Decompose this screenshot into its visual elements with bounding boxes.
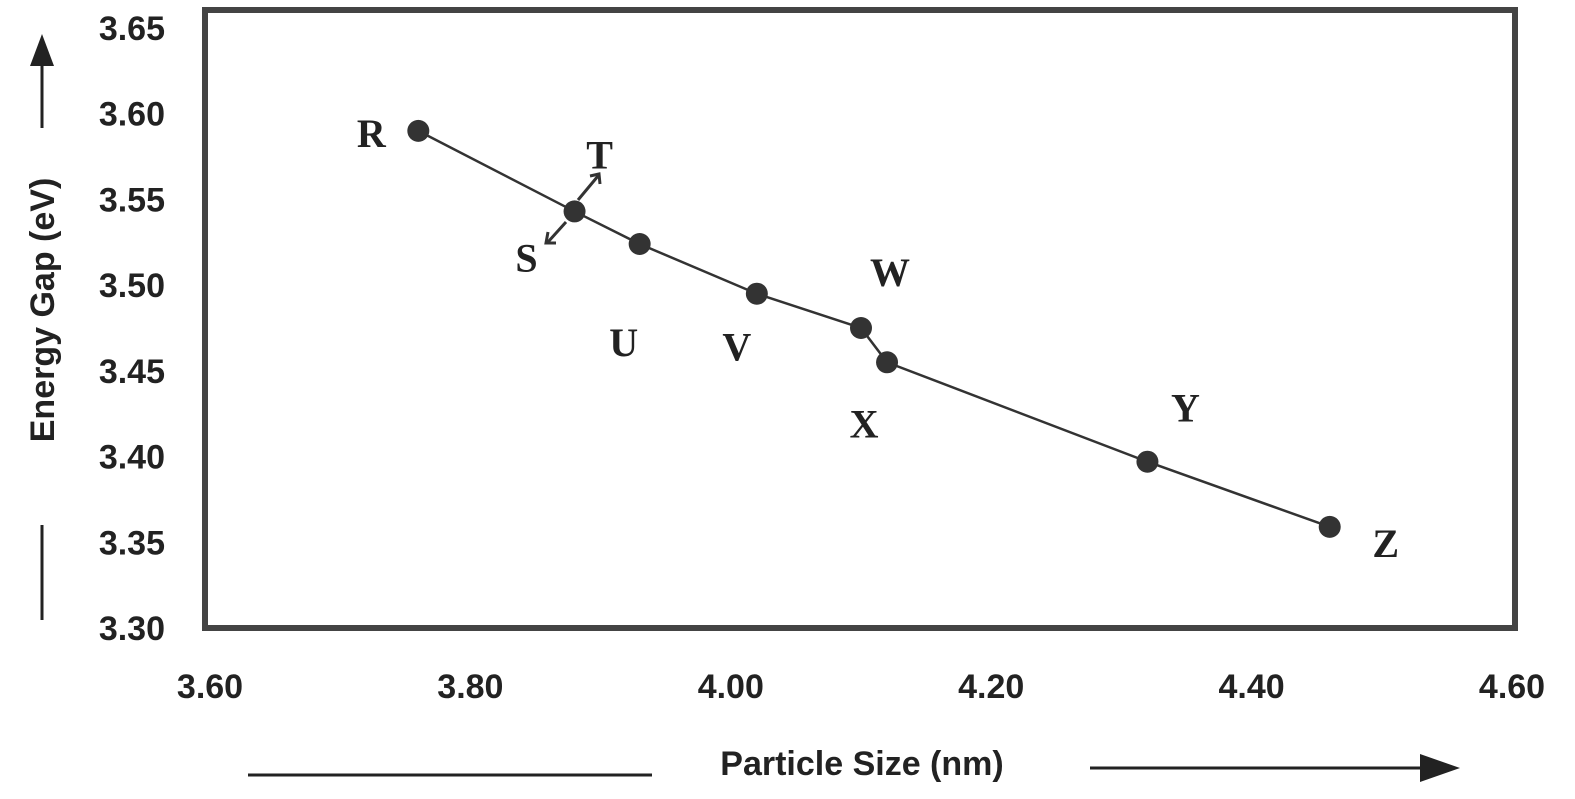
y-tick-label: 3.65 (99, 10, 165, 48)
data-point-marker (407, 119, 430, 142)
data-markers (407, 119, 1341, 538)
point-label-s: S (515, 235, 537, 280)
point-label-u: U (609, 320, 638, 365)
y-tick-label: 3.55 (99, 181, 165, 219)
point-label-z: Z (1372, 521, 1399, 566)
x-tick-label: 4.20 (958, 668, 1024, 706)
point-label-r: R (357, 111, 387, 156)
data-point-marker (745, 282, 768, 305)
y-tick-label: 3.45 (99, 353, 165, 391)
data-point-marker (628, 233, 651, 255)
data-point-marker (1318, 515, 1341, 538)
x-axis-title: Particle Size (nm) (720, 745, 1003, 783)
y-axis-arrow-head (30, 34, 54, 66)
y-axis-title-group: Energy Gap (eV) (24, 178, 62, 443)
point-label-w: W (870, 250, 910, 295)
y-tick-label: 3.50 (99, 267, 165, 305)
y-tick-label: 3.40 (99, 439, 165, 477)
x-tick-label: 4.60 (1479, 668, 1545, 706)
point-label-v: V (722, 325, 751, 370)
x-axis-arrow-head (1420, 754, 1460, 782)
y-tick-label: 3.30 (99, 610, 165, 648)
series-line (417, 129, 1331, 529)
y-tick-label: 3.35 (99, 524, 165, 562)
x-tick-label: 4.00 (698, 668, 764, 706)
point-label-x: X (850, 401, 879, 446)
x-tick-label: 4.40 (1219, 668, 1285, 706)
y-axis-title: Energy Gap (eV) (24, 178, 62, 443)
axis-ticks: 3.60 3.80 4.00 4.20 4.40 4.60 3.65 3.60 3.55 3.50… (99, 10, 1545, 706)
data-point-marker (876, 351, 899, 374)
x-tick-label: 3.80 (437, 668, 503, 706)
y-tick-label: 3.60 (99, 96, 165, 134)
plot-frame (202, 7, 1518, 631)
point-label-y: Y (1171, 386, 1200, 431)
point-label-t: T (586, 132, 613, 177)
point-labels: R S T U V W X Y Z (357, 111, 1399, 566)
data-point-marker (1136, 450, 1159, 473)
data-point-marker (850, 317, 872, 339)
ts-annotation-arrows (544, 172, 602, 245)
x-tick-label: 3.60 (177, 668, 243, 706)
data-point-marker (563, 200, 586, 223)
